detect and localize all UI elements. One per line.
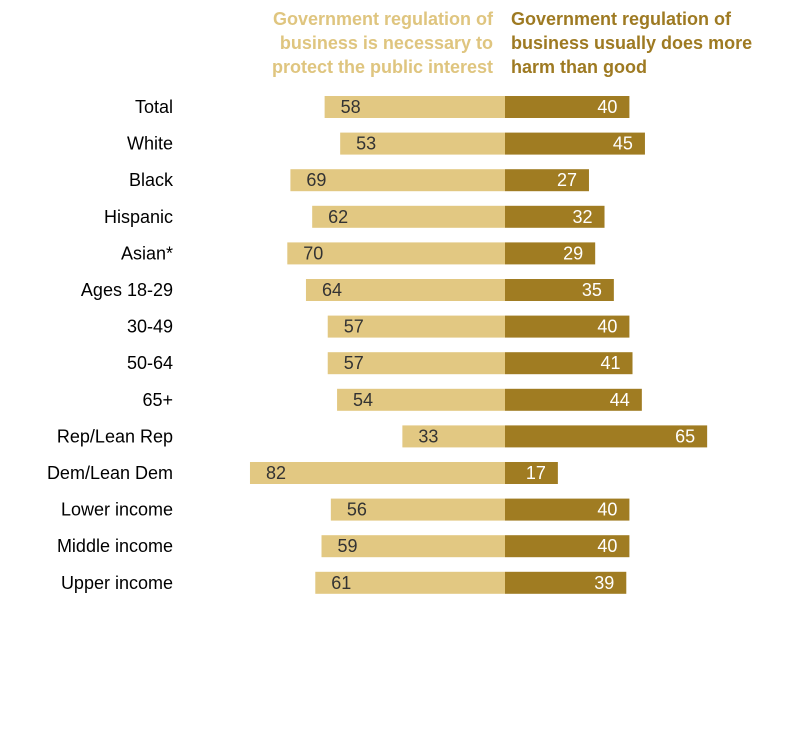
bar-necessary: [249, 462, 505, 484]
bar-necessary: [315, 571, 505, 594]
value-label-harm: 40: [597, 536, 617, 556]
value-label-harm: 41: [600, 353, 620, 373]
chart-row: Upper income 61 39: [61, 571, 627, 594]
bar-harm: [505, 352, 633, 375]
value-label-harm: 27: [557, 170, 577, 190]
chart-row: 65+ 54 44: [142, 388, 642, 411]
legend-left-line-2: protect the public interest: [272, 57, 493, 77]
chart-row: Rep/Lean Rep 33 65: [57, 425, 708, 448]
bar-necessary: [290, 169, 505, 192]
category-label: Dem/Lean Dem: [47, 463, 173, 483]
value-label-necessary: 64: [322, 280, 342, 300]
bar-harm: [505, 315, 630, 338]
category-label: Ages 18-29: [81, 280, 173, 300]
value-label-necessary: 62: [328, 207, 348, 227]
category-label: 50-64: [127, 353, 173, 373]
chart-row: Asian* 70 29: [121, 242, 596, 265]
value-label-harm: 40: [597, 500, 617, 520]
chart-row: Lower income 56 40: [61, 498, 630, 521]
category-label: 65+: [142, 390, 173, 410]
bar-harm: [505, 498, 630, 521]
bar-harm: [505, 535, 630, 558]
bar-harm: [505, 462, 558, 484]
category-label: Upper income: [61, 573, 173, 593]
value-label-harm: 65: [675, 426, 695, 446]
bar-harm: [505, 425, 708, 448]
legend-right-line-0: Government regulation of: [511, 9, 732, 29]
chart-row: White 53 45: [127, 132, 645, 155]
chart-row: Total 58 40: [135, 96, 630, 118]
chart-row: Hispanic 62 32: [104, 205, 605, 228]
bar-necessary: [327, 352, 505, 375]
value-label-necessary: 59: [338, 536, 358, 556]
legend-right-line-2: harm than good: [511, 57, 647, 77]
legend-left-line-1: business is necessary to: [280, 33, 493, 53]
chart-row: Middle income 59 40: [57, 535, 630, 558]
value-label-harm: 35: [582, 280, 602, 300]
bar-harm: [505, 571, 627, 594]
value-label-harm: 45: [613, 134, 633, 154]
category-label: Asian*: [121, 243, 173, 263]
bar-necessary: [327, 315, 505, 338]
chart-row: Ages 18-29 64 35: [81, 279, 614, 301]
bar-harm: [505, 169, 589, 192]
bar-harm: [505, 132, 645, 155]
chart-row: Dem/Lean Dem 82 17: [47, 462, 558, 484]
value-label-harm: 40: [597, 97, 617, 117]
value-label-necessary: 54: [353, 390, 373, 410]
value-label-necessary: 69: [306, 170, 326, 190]
value-label-harm: 44: [610, 390, 630, 410]
bar-harm: [505, 96, 630, 118]
bar-necessary: [324, 96, 505, 118]
value-label-harm: 40: [597, 317, 617, 337]
value-label-necessary: 82: [266, 463, 286, 483]
category-label: White: [127, 134, 173, 154]
value-label-necessary: 57: [344, 317, 364, 337]
bar-necessary: [312, 205, 505, 228]
chart-row: 50-64 57 41: [127, 352, 633, 375]
value-label-harm: 39: [594, 573, 614, 593]
bar-harm: [505, 242, 596, 265]
bar-harm: [505, 279, 614, 301]
bar-necessary: [321, 535, 505, 558]
legend-left-line-0: Government regulation of: [273, 9, 494, 29]
category-label: Lower income: [61, 500, 173, 520]
value-label-necessary: 33: [418, 426, 438, 446]
value-label-harm: 32: [572, 207, 592, 227]
bar-necessary: [305, 279, 505, 301]
legend: Government regulation of business is nece…: [272, 9, 752, 77]
value-label-necessary: 58: [341, 97, 361, 117]
category-label: Black: [129, 170, 174, 190]
bar-necessary: [402, 425, 505, 448]
value-label-necessary: 57: [344, 353, 364, 373]
value-label-necessary: 70: [303, 243, 323, 263]
category-label: Hispanic: [104, 207, 173, 227]
bar-necessary: [287, 242, 505, 265]
bar-harm: [505, 388, 642, 411]
category-label: Middle income: [57, 536, 173, 556]
bar-necessary: [330, 498, 505, 521]
chart-rows: Total 58 40 White 53 45 Black 69 27 Hispanic 62 32 A…: [47, 96, 708, 594]
bar-necessary: [340, 132, 505, 155]
category-label: Rep/Lean Rep: [57, 426, 173, 446]
value-label-necessary: 53: [356, 134, 376, 154]
bar-harm: [505, 205, 605, 228]
category-label: 30-49: [127, 317, 173, 337]
value-label-necessary: 61: [331, 573, 351, 593]
category-label: Total: [135, 97, 173, 117]
legend-right-line-1: business usually does more: [511, 33, 752, 53]
chart-row: 30-49 57 40: [127, 315, 630, 338]
value-label-harm: 29: [563, 243, 583, 263]
value-label-necessary: 56: [347, 500, 367, 520]
bar-necessary: [337, 388, 505, 411]
value-label-harm: 17: [526, 463, 546, 483]
chart-row: Black 69 27: [129, 169, 589, 192]
